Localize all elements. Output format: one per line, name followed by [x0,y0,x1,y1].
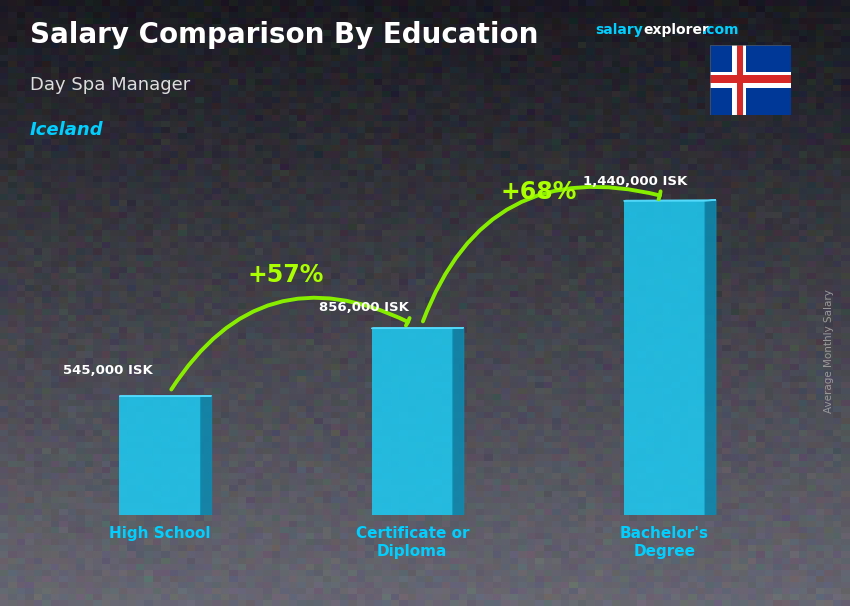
Text: .com: .com [702,23,740,37]
Bar [371,328,453,515]
Text: salary: salary [595,23,643,37]
Polygon shape [201,396,212,515]
Text: Average Monthly Salary: Average Monthly Salary [824,290,834,413]
Text: 856,000 ISK: 856,000 ISK [319,301,409,314]
Bar [732,45,745,115]
Polygon shape [453,328,463,515]
Text: 545,000 ISK: 545,000 ISK [63,364,153,378]
Text: Day Spa Manager: Day Spa Manager [30,76,190,94]
Bar [737,45,744,115]
Polygon shape [706,200,716,515]
Bar [710,72,791,88]
Bar [624,201,706,515]
Text: Salary Comparison By Education: Salary Comparison By Education [30,21,538,49]
Text: +68%: +68% [500,180,576,204]
Text: explorer: explorer [643,23,709,37]
Bar [710,75,791,83]
Bar [119,396,201,515]
Text: 1,440,000 ISK: 1,440,000 ISK [583,175,687,188]
Text: +57%: +57% [248,263,325,287]
Polygon shape [624,200,716,201]
Text: Iceland: Iceland [30,121,104,139]
